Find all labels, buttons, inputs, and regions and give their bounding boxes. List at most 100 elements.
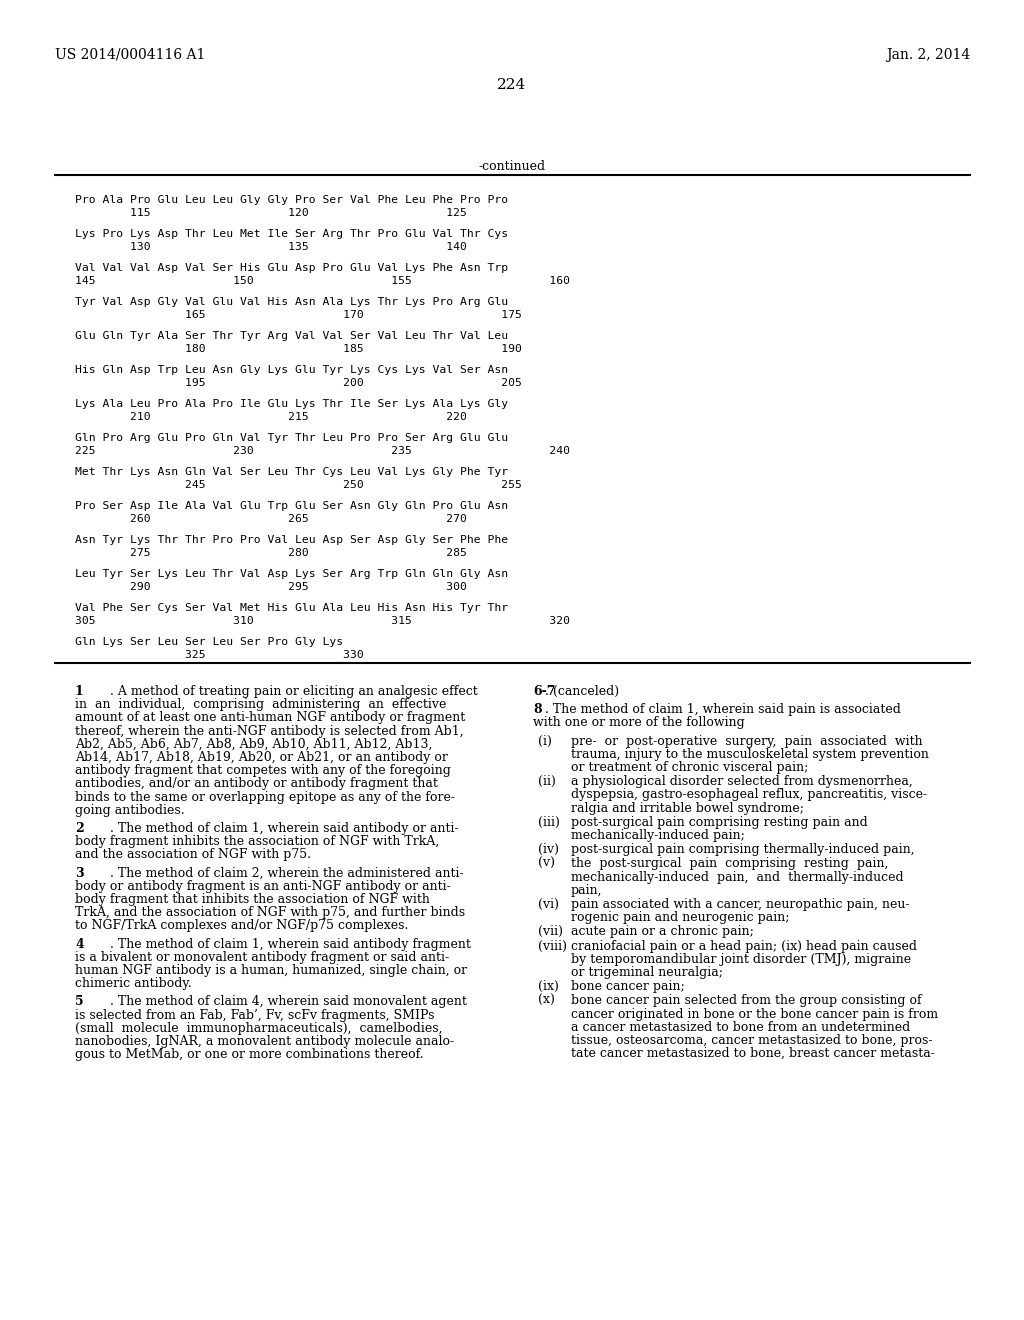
Text: post-surgical pain comprising thermally-induced pain,: post-surgical pain comprising thermally-… [571, 843, 914, 857]
Text: bone cancer pain selected from the group consisting of: bone cancer pain selected from the group… [571, 994, 922, 1007]
Text: 224: 224 [498, 78, 526, 92]
Text: body fragment inhibits the association of NGF with TrkA,: body fragment inhibits the association o… [75, 836, 439, 849]
Text: acute pain or a chronic pain;: acute pain or a chronic pain; [571, 925, 754, 939]
Text: 115                    120                    125: 115 120 125 [75, 209, 467, 218]
Text: 245                    250                    255: 245 250 255 [75, 480, 522, 490]
Text: 195                    200                    205: 195 200 205 [75, 378, 522, 388]
Text: pre-  or  post-operative  surgery,  pain  associated  with: pre- or post-operative surgery, pain ass… [571, 735, 923, 747]
Text: . The method of claim 1, wherein said pain is associated: . The method of claim 1, wherein said pa… [545, 704, 901, 717]
Text: Pro Ser Asp Ile Ala Val Glu Trp Glu Ser Asn Gly Gln Pro Glu Asn: Pro Ser Asp Ile Ala Val Glu Trp Glu Ser … [75, 502, 508, 511]
Text: antibodies, and/or an antibody or antibody fragment that: antibodies, and/or an antibody or antibo… [75, 777, 438, 791]
Text: Gln Lys Ser Leu Ser Leu Ser Pro Gly Lys: Gln Lys Ser Leu Ser Leu Ser Pro Gly Lys [75, 638, 343, 647]
Text: the  post-surgical  pain  comprising  resting  pain,: the post-surgical pain comprising restin… [571, 858, 889, 870]
Text: TrkA, and the association of NGF with p75, and further binds: TrkA, and the association of NGF with p7… [75, 907, 465, 919]
Text: tissue, osteosarcoma, cancer metastasized to bone, pros-: tissue, osteosarcoma, cancer metastasize… [571, 1034, 933, 1047]
Text: . The method of claim 1, wherein said antibody or anti-: . The method of claim 1, wherein said an… [110, 822, 459, 836]
Text: Gln Pro Arg Glu Pro Gln Val Tyr Thr Leu Pro Pro Ser Arg Glu Glu: Gln Pro Arg Glu Pro Gln Val Tyr Thr Leu … [75, 433, 508, 444]
Text: or treatment of chronic visceral pain;: or treatment of chronic visceral pain; [571, 762, 808, 774]
Text: a physiological disorder selected from dysmenorrhea,: a physiological disorder selected from d… [571, 775, 912, 788]
Text: or trigeminal neuralgia;: or trigeminal neuralgia; [571, 966, 723, 979]
Text: 260                    265                    270: 260 265 270 [75, 513, 467, 524]
Text: 290                    295                    300: 290 295 300 [75, 582, 467, 591]
Text: post-surgical pain comprising resting pain and: post-surgical pain comprising resting pa… [571, 816, 867, 829]
Text: Ab14, Ab17, Ab18, Ab19, Ab20, or Ab21, or an antibody or: Ab14, Ab17, Ab18, Ab19, Ab20, or Ab21, o… [75, 751, 447, 764]
Text: (i): (i) [538, 735, 552, 747]
Text: and the association of NGF with p75.: and the association of NGF with p75. [75, 849, 311, 862]
Text: (v): (v) [538, 858, 555, 870]
Text: dyspepsia, gastro-esophageal reflux, pancreatitis, visce-: dyspepsia, gastro-esophageal reflux, pan… [571, 788, 927, 801]
Text: tate cancer metastasized to bone, breast cancer metasta-: tate cancer metastasized to bone, breast… [571, 1047, 935, 1060]
Text: thereof, wherein the anti-NGF antibody is selected from Ab1,: thereof, wherein the anti-NGF antibody i… [75, 725, 464, 738]
Text: 1: 1 [75, 685, 84, 698]
Text: 2: 2 [75, 822, 84, 836]
Text: Lys Pro Lys Asp Thr Leu Met Ile Ser Arg Thr Pro Glu Val Thr Cys: Lys Pro Lys Asp Thr Leu Met Ile Ser Arg … [75, 228, 508, 239]
Text: Asn Tyr Lys Thr Thr Pro Pro Val Leu Asp Ser Asp Gly Ser Phe Phe: Asn Tyr Lys Thr Thr Pro Pro Val Leu Asp … [75, 535, 508, 545]
Text: body or antibody fragment is an anti-NGF antibody or anti-: body or antibody fragment is an anti-NGF… [75, 880, 451, 892]
Text: Jan. 2, 2014: Jan. 2, 2014 [886, 48, 970, 62]
Text: 210                    215                    220: 210 215 220 [75, 412, 467, 422]
Text: human NGF antibody is a human, humanized, single chain, or: human NGF antibody is a human, humanized… [75, 964, 467, 977]
Text: Met Thr Lys Asn Gln Val Ser Leu Thr Cys Leu Val Lys Gly Phe Tyr: Met Thr Lys Asn Gln Val Ser Leu Thr Cys … [75, 467, 508, 477]
Text: chimeric antibody.: chimeric antibody. [75, 977, 191, 990]
Text: . The method of claim 1, wherein said antibody fragment: . The method of claim 1, wherein said an… [110, 937, 471, 950]
Text: binds to the same or overlapping epitope as any of the fore-: binds to the same or overlapping epitope… [75, 791, 455, 804]
Text: by temporomandibular joint disorder (TMJ), migraine: by temporomandibular joint disorder (TMJ… [571, 953, 911, 966]
Text: 225                    230                    235                    240: 225 230 235 240 [75, 446, 570, 455]
Text: 8: 8 [534, 704, 542, 717]
Text: -continued: -continued [478, 160, 546, 173]
Text: 5: 5 [75, 995, 84, 1008]
Text: 130                    135                    140: 130 135 140 [75, 242, 467, 252]
Text: (ix): (ix) [538, 981, 559, 993]
Text: (viii): (viii) [538, 940, 567, 953]
Text: 3: 3 [75, 867, 84, 879]
Text: Glu Gln Tyr Ala Ser Thr Tyr Arg Val Val Ser Val Leu Thr Val Leu: Glu Gln Tyr Ala Ser Thr Tyr Arg Val Val … [75, 331, 508, 341]
Text: 325                    330: 325 330 [75, 649, 364, 660]
Text: 165                    170                    175: 165 170 175 [75, 310, 522, 319]
Text: 6-7: 6-7 [534, 685, 555, 698]
Text: . The method of claim 2, wherein the administered anti-: . The method of claim 2, wherein the adm… [110, 867, 464, 879]
Text: mechanically-induced pain;: mechanically-induced pain; [571, 829, 744, 842]
Text: going antibodies.: going antibodies. [75, 804, 184, 817]
Text: with one or more of the following: with one or more of the following [534, 717, 744, 730]
Text: (iii): (iii) [538, 816, 560, 829]
Text: body fragment that inhibits the association of NGF with: body fragment that inhibits the associat… [75, 894, 430, 906]
Text: 275                    280                    285: 275 280 285 [75, 548, 467, 558]
Text: (iv): (iv) [538, 843, 559, 857]
Text: (small  molecule  immunopharmaceuticals),  camelbodies,: (small molecule immunopharmaceuticals), … [75, 1022, 442, 1035]
Text: Tyr Val Asp Gly Val Glu Val His Asn Ala Lys Thr Lys Pro Arg Glu: Tyr Val Asp Gly Val Glu Val His Asn Ala … [75, 297, 508, 308]
Text: pain,: pain, [571, 884, 602, 896]
Text: is a bivalent or monovalent antibody fragment or said anti-: is a bivalent or monovalent antibody fra… [75, 950, 450, 964]
Text: 180                    185                    190: 180 185 190 [75, 345, 522, 354]
Text: a cancer metastasized to bone from an undetermined: a cancer metastasized to bone from an un… [571, 1020, 910, 1034]
Text: Val Phe Ser Cys Ser Val Met His Glu Ala Leu His Asn His Tyr Thr: Val Phe Ser Cys Ser Val Met His Glu Ala … [75, 603, 508, 612]
Text: His Gln Asp Trp Leu Asn Gly Lys Glu Tyr Lys Cys Lys Val Ser Asn: His Gln Asp Trp Leu Asn Gly Lys Glu Tyr … [75, 366, 508, 375]
Text: Pro Ala Pro Glu Leu Leu Gly Gly Pro Ser Val Phe Leu Phe Pro Pro: Pro Ala Pro Glu Leu Leu Gly Gly Pro Ser … [75, 195, 508, 205]
Text: (vii): (vii) [538, 925, 563, 939]
Text: craniofacial pain or a head pain; (ix) head pain caused: craniofacial pain or a head pain; (ix) h… [571, 940, 918, 953]
Text: antibody fragment that competes with any of the foregoing: antibody fragment that competes with any… [75, 764, 451, 777]
Text: pain associated with a cancer, neuropathic pain, neu-: pain associated with a cancer, neuropath… [571, 898, 909, 911]
Text: 145                    150                    155                    160: 145 150 155 160 [75, 276, 570, 286]
Text: (ii): (ii) [538, 775, 556, 788]
Text: . A method of treating pain or eliciting an analgesic effect: . A method of treating pain or eliciting… [110, 685, 478, 698]
Text: mechanically-induced  pain,  and  thermally-induced: mechanically-induced pain, and thermally… [571, 871, 903, 883]
Text: cancer originated in bone or the bone cancer pain is from: cancer originated in bone or the bone ca… [571, 1007, 938, 1020]
Text: 4: 4 [75, 937, 84, 950]
Text: is selected from an Fab, Fab’, Fv, scFv fragments, SMIPs: is selected from an Fab, Fab’, Fv, scFv … [75, 1008, 434, 1022]
Text: trauma, injury to the musculoskeletal system prevention: trauma, injury to the musculoskeletal sy… [571, 748, 929, 760]
Text: Ab2, Ab5, Ab6, Ab7, Ab8, Ab9, Ab10, Ab11, Ab12, Ab13,: Ab2, Ab5, Ab6, Ab7, Ab8, Ab9, Ab10, Ab11… [75, 738, 432, 751]
Text: Val Val Val Asp Val Ser His Glu Asp Pro Glu Val Lys Phe Asn Trp: Val Val Val Asp Val Ser His Glu Asp Pro … [75, 263, 508, 273]
Text: . The method of claim 4, wherein said monovalent agent: . The method of claim 4, wherein said mo… [110, 995, 467, 1008]
Text: Lys Ala Leu Pro Ala Pro Ile Glu Lys Thr Ile Ser Lys Ala Lys Gly: Lys Ala Leu Pro Ala Pro Ile Glu Lys Thr … [75, 399, 508, 409]
Text: in  an  individual,  comprising  administering  an  effective: in an individual, comprising administeri… [75, 698, 446, 711]
Text: gous to MetMab, or one or more combinations thereof.: gous to MetMab, or one or more combinati… [75, 1048, 424, 1061]
Text: ralgia and irritable bowel syndrome;: ralgia and irritable bowel syndrome; [571, 801, 804, 814]
Text: amount of at least one anti-human NGF antibody or fragment: amount of at least one anti-human NGF an… [75, 711, 465, 725]
Text: nanobodies, IgNAR, a monovalent antibody molecule analo-: nanobodies, IgNAR, a monovalent antibody… [75, 1035, 454, 1048]
Text: US 2014/0004116 A1: US 2014/0004116 A1 [55, 48, 206, 62]
Text: Leu Tyr Ser Lys Leu Thr Val Asp Lys Ser Arg Trp Gln Gln Gly Asn: Leu Tyr Ser Lys Leu Thr Val Asp Lys Ser … [75, 569, 508, 579]
Text: bone cancer pain;: bone cancer pain; [571, 981, 685, 993]
Text: . (canceled): . (canceled) [545, 685, 620, 698]
Text: to NGF/TrkA complexes and/or NGF/p75 complexes.: to NGF/TrkA complexes and/or NGF/p75 com… [75, 920, 409, 932]
Text: rogenic pain and neurogenic pain;: rogenic pain and neurogenic pain; [571, 911, 790, 924]
